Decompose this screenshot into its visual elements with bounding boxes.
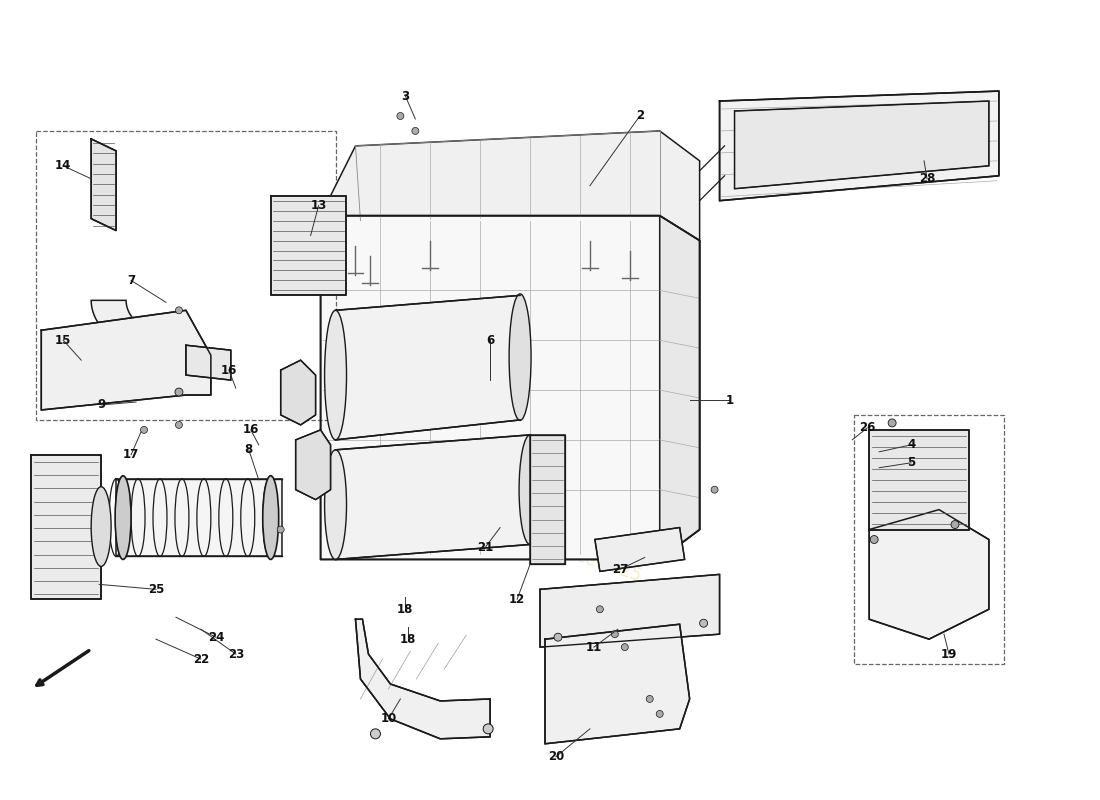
Polygon shape [869, 510, 989, 639]
Circle shape [657, 710, 663, 718]
Polygon shape [336, 435, 530, 559]
Polygon shape [280, 360, 316, 425]
Text: 18: 18 [397, 602, 414, 616]
Polygon shape [595, 527, 684, 571]
Polygon shape [42, 310, 211, 410]
Polygon shape [91, 300, 185, 362]
Polygon shape [735, 101, 989, 189]
Circle shape [888, 419, 896, 427]
Polygon shape [320, 216, 700, 559]
Polygon shape [355, 619, 491, 739]
Text: 16: 16 [221, 364, 236, 377]
Polygon shape [530, 435, 565, 565]
Polygon shape [117, 478, 282, 557]
Circle shape [870, 535, 878, 543]
Polygon shape [320, 131, 700, 241]
Polygon shape [271, 196, 345, 295]
Circle shape [483, 724, 493, 734]
Circle shape [596, 606, 604, 613]
Circle shape [371, 729, 381, 739]
Circle shape [411, 127, 419, 134]
Text: a passion for excellence: a passion for excellence [358, 451, 603, 548]
Circle shape [141, 426, 147, 434]
Ellipse shape [116, 476, 131, 559]
Text: 11: 11 [586, 641, 602, 654]
Circle shape [175, 388, 183, 396]
Text: 28: 28 [918, 172, 935, 186]
Bar [855, 415, 1004, 664]
Text: 2: 2 [636, 110, 644, 122]
Text: 16: 16 [243, 423, 258, 436]
Text: service 4025: service 4025 [536, 534, 643, 585]
Ellipse shape [324, 450, 346, 559]
Text: euro.parts: euro.parts [364, 347, 676, 493]
Text: 21: 21 [477, 541, 493, 554]
Text: 19: 19 [940, 648, 957, 661]
Text: 22: 22 [192, 653, 209, 666]
Circle shape [277, 526, 284, 533]
Polygon shape [719, 91, 999, 201]
Circle shape [647, 695, 653, 702]
Text: 24: 24 [208, 630, 224, 644]
Polygon shape [544, 624, 690, 744]
Text: 10: 10 [381, 712, 396, 726]
Polygon shape [540, 574, 719, 647]
Polygon shape [186, 345, 231, 380]
Ellipse shape [509, 294, 531, 421]
Circle shape [711, 486, 718, 493]
Circle shape [175, 422, 183, 429]
Text: 27: 27 [612, 563, 628, 576]
Polygon shape [660, 216, 700, 559]
Ellipse shape [91, 486, 111, 566]
Text: 1: 1 [726, 394, 734, 406]
Text: 12: 12 [509, 593, 525, 606]
Polygon shape [296, 430, 331, 500]
Circle shape [554, 633, 562, 641]
Circle shape [612, 630, 618, 638]
Text: 23: 23 [228, 648, 244, 661]
Text: 4: 4 [908, 438, 915, 451]
Text: 26: 26 [859, 422, 876, 434]
Text: 15: 15 [55, 334, 72, 346]
Polygon shape [336, 295, 520, 440]
Ellipse shape [519, 435, 541, 545]
Text: 25: 25 [147, 583, 164, 596]
Circle shape [700, 619, 707, 627]
Bar [36, 131, 336, 420]
Text: 13: 13 [310, 199, 327, 212]
Ellipse shape [324, 310, 346, 440]
Text: 6: 6 [486, 334, 494, 346]
Text: 20: 20 [548, 750, 564, 763]
Circle shape [175, 307, 183, 314]
Text: 14: 14 [55, 159, 72, 172]
Circle shape [952, 521, 959, 529]
Text: 7: 7 [126, 274, 135, 287]
Polygon shape [869, 430, 969, 530]
Polygon shape [91, 139, 117, 230]
Text: 5: 5 [908, 456, 915, 470]
Text: 17: 17 [123, 448, 140, 462]
Polygon shape [31, 455, 101, 599]
Text: 9: 9 [97, 398, 106, 411]
Text: 3: 3 [402, 90, 409, 102]
Text: 8: 8 [244, 443, 253, 456]
Circle shape [621, 644, 628, 650]
Ellipse shape [263, 476, 278, 559]
Circle shape [397, 113, 404, 119]
Text: 18: 18 [400, 633, 417, 646]
